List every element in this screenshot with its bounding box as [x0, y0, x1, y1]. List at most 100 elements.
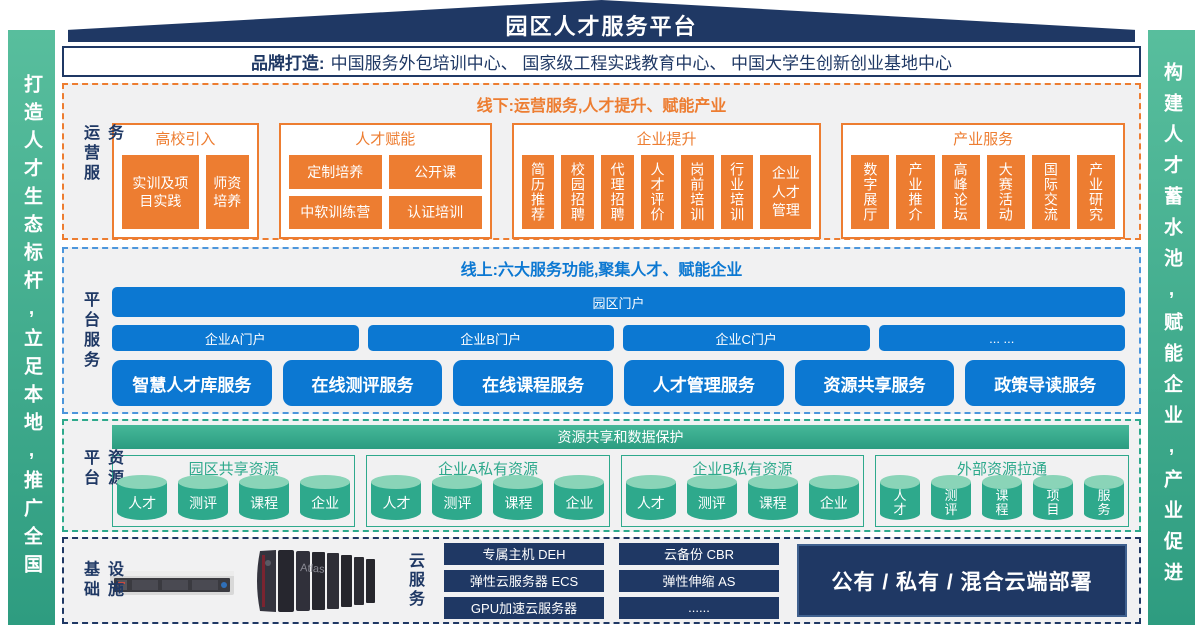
cloud-service-box: 弹性云服务器 ECS	[444, 569, 604, 592]
infrastructure-body: Atlas 云服务 专属主机 DEH 云备份 CBR 弹性云服务器 ECS 弹性…	[64, 539, 1139, 622]
cloud-service-grid: 专属主机 DEH 云备份 CBR 弹性云服务器 ECS 弹性伸缩 AS GPU加…	[444, 542, 779, 619]
section-label-resource: 平台资源	[81, 448, 122, 489]
portal-item-more: ... ...	[878, 325, 1125, 351]
section-label-operation: 运营服务	[81, 123, 122, 184]
cylinder-row: 人才 测评 课程 企业	[371, 475, 605, 520]
service-box: 智慧人才库服务	[112, 360, 272, 406]
group-title: 人才赋能	[355, 131, 416, 148]
resource-group-enterprise-b: 企业B私有资源 人才 测评 课程 企业	[620, 455, 864, 527]
left-slogan-bar: 打造人才生态标杆,立足本地,推广全国	[8, 30, 55, 625]
portals-row: 企业A门户 企业B门户 企业C门户 ... ...	[112, 325, 1125, 351]
service-box: 政策导读服务	[965, 360, 1126, 406]
resource-group-park-shared: 园区共享资源 人才 测评 课程 企业	[112, 455, 356, 527]
group-enterprise-upgrade: 企业提升 简历推荐 校园招聘 代理招聘 人才评价 岗前培训 行业培训 企业人才管…	[511, 123, 822, 239]
item-box: 中软训练营	[288, 195, 382, 229]
right-slogan-text: 构建人才蓄水池,赋能企业,产业促进	[1161, 62, 1182, 593]
group-title: 产业服务	[953, 131, 1014, 148]
database-cylinder: 课程	[981, 475, 1022, 520]
item-box: 高峰论坛	[941, 155, 980, 229]
cloud-service-box: 弹性伸缩 AS	[619, 569, 779, 592]
atlas-server-image: Atlas	[257, 549, 375, 612]
resource-group-title: 外部资源拉通	[956, 461, 1047, 478]
database-cylinder: 人才	[625, 475, 676, 520]
cylinder-row: 人才 测评 课程 企业	[625, 475, 859, 520]
group-body: 实训及项目实践 师资培养	[122, 155, 249, 229]
section-platform-service: 平台服务 线上:六大服务功能,聚集人才、赋能企业 园区门户 企业A门户 企业B门…	[62, 247, 1141, 414]
item-box: 行业培训	[720, 155, 754, 229]
offline-title: 线下:运营服务,人才提升、赋能产业	[476, 98, 727, 115]
offline-groups-row: 高校引入 实训及项目实践 师资培养 人才赋能 定制培养 公开课 中软训练营 认证…	[112, 123, 1125, 239]
cloud-service-box: 专属主机 DEH	[444, 542, 604, 565]
item-box: 实训及项目实践	[122, 155, 199, 229]
database-cylinder: 测评	[432, 475, 483, 520]
group-college-intro: 高校引入 实训及项目实践 师资培养	[112, 123, 259, 239]
item-box: 认证培训	[388, 195, 482, 229]
item-box: 校园招聘	[561, 155, 595, 229]
item-box: 产业研究	[1076, 155, 1116, 229]
section-label-platform: 平台服务	[81, 290, 98, 371]
park-portal-bar: 园区门户	[112, 287, 1125, 317]
portal-item: 企业B门户	[367, 325, 614, 351]
item-box: 定制培养	[288, 155, 382, 189]
section-infrastructure: 基础设施	[62, 537, 1141, 624]
cloud-service-box: GPU加速云服务器	[444, 596, 604, 619]
top-banner: 园区人才服务平台	[68, 0, 1135, 42]
group-body: 定制培养 公开课 中软训练营 认证培训	[288, 155, 482, 229]
group-body: 数字展厅 产业推介 高峰论坛 大赛活动 国际交流 产业研究	[851, 155, 1116, 229]
brand-label: 品牌打造:	[250, 54, 325, 73]
resource-group-title: 企业B私有资源	[692, 461, 793, 478]
database-cylinder: 课程	[493, 475, 544, 520]
item-box: 简历推荐	[521, 155, 555, 229]
portal-item: 企业A门户	[112, 325, 359, 351]
database-cylinder: 企业	[554, 475, 605, 520]
left-slogan-text: 打造人才生态标杆,立足本地,推广全国	[21, 73, 42, 582]
section-label-infrastructure: 基础设施	[81, 559, 122, 600]
item-box: 代理招聘	[601, 155, 635, 229]
resource-header-bar: 资源共享和数据保护	[112, 425, 1129, 449]
database-cylinder: 人才	[879, 475, 920, 520]
service-box: 资源共享服务	[794, 360, 955, 406]
platform-title: 线上:六大服务功能,聚集人才、赋能企业	[460, 262, 743, 279]
resource-group-title: 企业A私有资源	[437, 461, 538, 478]
item-box-wide: 企业人才管理	[760, 155, 812, 229]
item-box: 岗前培训	[680, 155, 714, 229]
brand-content: 中国服务外包培训中心、 国家级工程实践教育中心、 中国大学生创新创业基地中心	[330, 54, 953, 73]
rack-server-image	[110, 570, 234, 595]
item-box: 公开课	[388, 155, 482, 189]
service-box: 在线课程服务	[453, 360, 614, 406]
group-body: 简历推荐 校园招聘 代理招聘 人才评价 岗前培训 行业培训 企业人才管理	[521, 155, 812, 229]
service-box: 在线测评服务	[282, 360, 443, 406]
item-box: 师资培养	[205, 155, 249, 229]
section-platform-resource: 平台资源 资源共享和数据保护 园区共享资源 人才 测评 课程 企业 企业A私有资…	[62, 419, 1141, 532]
resource-groups-row: 园区共享资源 人才 测评 课程 企业 企业A私有资源 人才 测评 课程 企业	[112, 455, 1129, 527]
item-box: 人才评价	[641, 155, 674, 229]
svg-text:Atlas: Atlas	[300, 562, 326, 576]
service-box: 人才管理服务	[624, 360, 784, 406]
database-cylinder: 人才	[117, 475, 168, 520]
item-box: 数字展厅	[851, 155, 890, 229]
group-industry-service: 产业服务 数字展厅 产业推介 高峰论坛 大赛活动 国际交流 产业研究	[841, 123, 1125, 239]
database-cylinder: 测评	[686, 475, 737, 520]
cylinder-row: 人才 测评 课程 项目 服务	[879, 475, 1124, 520]
database-cylinder: 人才	[371, 475, 422, 520]
database-cylinder: 测评	[930, 475, 971, 520]
group-talent-enable: 人才赋能 定制培养 公开课 中软训练营 认证培训	[278, 123, 492, 239]
database-cylinder: 企业	[808, 475, 859, 520]
cloud-service-label: 云服务	[406, 552, 423, 609]
section-offline-operation: 运营服务 线下:运营服务,人才提升、赋能产业 高校引入 实训及项目实践 师资培养…	[62, 83, 1141, 240]
right-slogan-bar: 构建人才蓄水池,赋能企业,产业促进	[1148, 30, 1195, 625]
group-title: 高校引入	[155, 131, 216, 148]
page-title: 园区人才服务平台	[505, 14, 698, 39]
portal-item: 企业C门户	[623, 325, 870, 351]
resource-group-title: 园区共享资源	[188, 461, 279, 478]
cloud-deploy-box: 公有 / 私有 / 混合云端部署	[797, 544, 1127, 617]
database-cylinder: 测评	[178, 475, 229, 520]
database-cylinder: 服务	[1083, 475, 1124, 520]
resource-group-enterprise-a: 企业A私有资源 人才 测评 课程 企业	[366, 455, 610, 527]
group-title: 企业提升	[636, 131, 697, 148]
database-cylinder: 项目	[1032, 475, 1073, 520]
resource-group-external: 外部资源拉通 人才 测评 课程 项目 服务	[874, 455, 1129, 527]
cloud-service-box: 云备份 CBR	[619, 542, 779, 565]
database-cylinder: 课程	[239, 475, 290, 520]
